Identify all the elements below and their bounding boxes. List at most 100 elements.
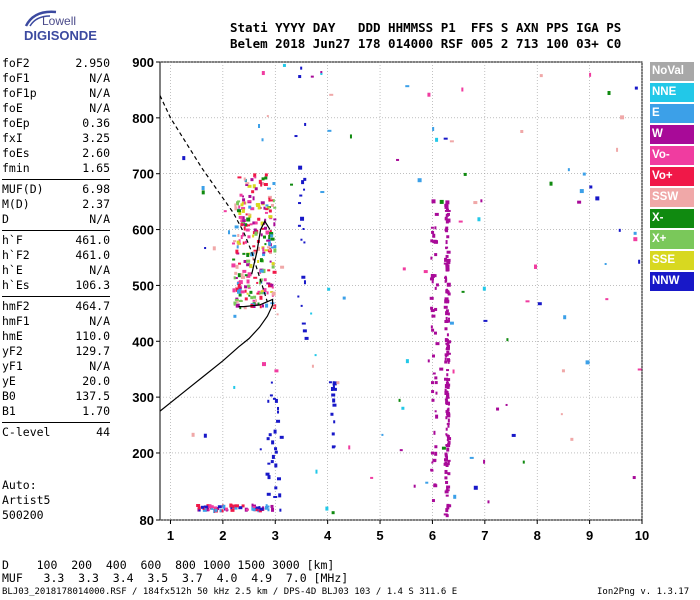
echo-point xyxy=(241,216,245,220)
echo-point xyxy=(274,450,278,454)
echo-point xyxy=(268,433,272,437)
echo-point xyxy=(234,203,237,207)
param-name: C-level xyxy=(2,425,51,439)
echo-point xyxy=(446,384,450,389)
echo-point xyxy=(250,296,254,300)
echo-point xyxy=(251,305,256,309)
echo-point xyxy=(243,223,246,226)
echo-point xyxy=(430,239,434,243)
echo-point xyxy=(246,292,249,295)
echo-point xyxy=(444,217,448,221)
param-name: foEs xyxy=(2,146,30,160)
echo-point xyxy=(430,273,435,278)
echo-point xyxy=(250,207,255,211)
y-tick-label: 200 xyxy=(132,446,154,461)
echo-point xyxy=(431,451,435,455)
echo-point xyxy=(294,135,298,138)
echo-point xyxy=(320,71,323,75)
param-row: foEs 2.60 xyxy=(2,146,110,161)
echo-point xyxy=(396,158,400,161)
echo-point xyxy=(264,506,268,510)
y-tick-label: 300 xyxy=(132,390,154,405)
echo-point xyxy=(267,269,271,272)
echo-point xyxy=(240,290,245,294)
echo-point xyxy=(331,445,335,449)
echo-point xyxy=(430,325,433,329)
echo-point xyxy=(261,362,266,367)
echo-point xyxy=(447,317,450,320)
param-name: fmin xyxy=(2,161,30,175)
echo-point xyxy=(446,486,450,489)
echo-point xyxy=(311,364,314,368)
echo-point xyxy=(260,290,264,295)
echo-point xyxy=(477,217,481,222)
echo-point xyxy=(270,237,275,241)
echo-point xyxy=(230,505,233,510)
echo-point xyxy=(301,275,306,279)
echo-point xyxy=(303,177,307,181)
echo-point xyxy=(273,248,277,253)
echo-point xyxy=(430,256,433,260)
echo-point xyxy=(303,188,306,191)
echo-point xyxy=(449,140,454,143)
echo-point xyxy=(632,476,636,480)
echo-point xyxy=(446,392,450,396)
echo-point xyxy=(267,195,272,199)
echo-point xyxy=(444,391,449,394)
echo-point xyxy=(252,234,255,238)
echo-point xyxy=(261,177,265,181)
echo-point xyxy=(244,297,248,301)
echo-point xyxy=(445,269,449,272)
parameters-panel: foF2 2.950 foF1 N/A foF1p N/A foE N/A foEp 0.36 fx… xyxy=(2,56,110,440)
echo-point xyxy=(253,295,257,299)
echo-point xyxy=(263,278,267,282)
echo-point xyxy=(264,211,268,214)
echo-point xyxy=(579,189,584,194)
echo-point xyxy=(434,307,438,311)
echo-point xyxy=(445,220,449,224)
echo-point xyxy=(444,299,448,304)
echo-point xyxy=(235,504,240,508)
echo-point xyxy=(257,246,261,251)
echo-point xyxy=(299,194,303,197)
echo-point xyxy=(260,201,265,205)
logo-text-digisonde: DIGISONDE xyxy=(24,28,97,43)
echo-point xyxy=(463,172,467,176)
echo-point xyxy=(331,511,335,515)
echo-point xyxy=(449,321,454,325)
echo-point xyxy=(273,222,276,227)
x-tick-label: 4 xyxy=(324,528,332,543)
echo-point xyxy=(271,291,276,296)
echo-point xyxy=(276,313,279,316)
echo-point xyxy=(261,138,264,142)
echo-point xyxy=(263,183,268,187)
param-name: foE xyxy=(2,101,23,115)
echo-point xyxy=(444,388,447,393)
echo-point xyxy=(435,391,438,395)
echo-point xyxy=(232,234,237,237)
echo-point xyxy=(266,492,271,496)
echo-point xyxy=(511,433,516,437)
param-name: h`Es xyxy=(2,278,30,292)
echo-point xyxy=(432,240,435,244)
echo-point xyxy=(268,209,272,213)
echo-point xyxy=(434,212,439,216)
echo-point xyxy=(300,66,303,70)
echo-point xyxy=(423,270,428,274)
echo-point xyxy=(444,209,447,212)
echo-point xyxy=(434,376,438,380)
echo-point xyxy=(182,156,186,161)
echo-point xyxy=(298,75,302,79)
echo-point xyxy=(251,506,254,511)
echo-point xyxy=(257,217,261,221)
echo-point xyxy=(232,288,236,293)
echo-point xyxy=(254,231,258,236)
echo-point xyxy=(235,303,240,308)
echo-point xyxy=(446,319,451,323)
x-tick-label: 10 xyxy=(635,528,649,543)
echo-point xyxy=(274,463,278,468)
echo-point xyxy=(234,225,239,229)
echo-point xyxy=(444,469,448,474)
echo-point xyxy=(330,386,333,391)
echo-point xyxy=(241,504,245,508)
